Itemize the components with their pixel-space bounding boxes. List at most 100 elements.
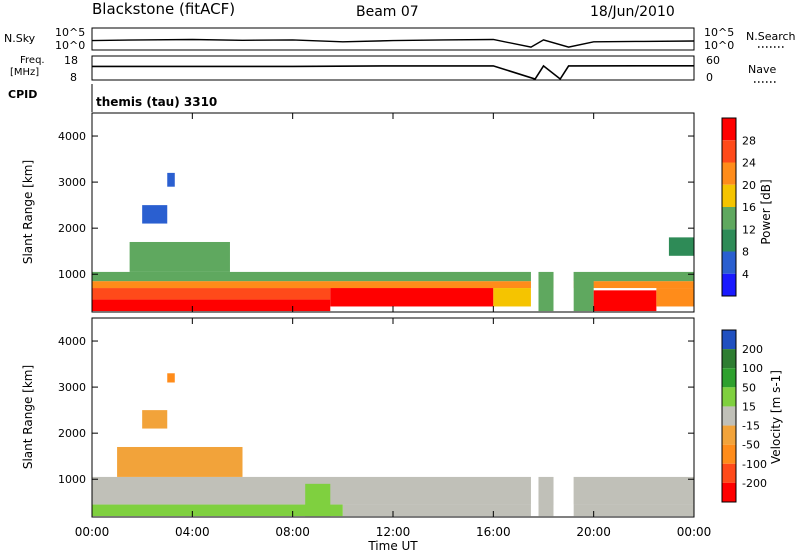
data-gap bbox=[553, 113, 574, 312]
heatmap-band bbox=[656, 288, 694, 307]
cpid-label: CPID bbox=[8, 88, 37, 101]
nave-label: Nave bbox=[748, 63, 776, 76]
colorbar-segment bbox=[722, 349, 736, 369]
y-tick-label: 4000 bbox=[58, 130, 86, 143]
colorbar-frame bbox=[721, 117, 737, 297]
colorbar-segment bbox=[722, 251, 736, 274]
y-tick-label: 4000 bbox=[58, 335, 86, 348]
colorbar-segment bbox=[722, 229, 736, 252]
y-tick-label: 3000 bbox=[58, 176, 86, 189]
colorbar-segment bbox=[722, 463, 736, 483]
colorbar-tick-label: -15 bbox=[742, 420, 760, 433]
heatmap-band bbox=[305, 483, 331, 517]
xaxis-label: Time UT bbox=[367, 539, 418, 553]
colorbar-tick-label: -200 bbox=[742, 477, 767, 490]
freq-panel: Freq. [MHz] 18 8 60 0 Nave bbox=[10, 54, 776, 84]
y-tick-label: 1000 bbox=[58, 268, 86, 281]
nsky-line bbox=[91, 38, 695, 48]
x-tick-label: 20:00 bbox=[576, 525, 611, 539]
heatmap-band bbox=[92, 504, 343, 517]
x-tick-label: 00:00 bbox=[75, 525, 110, 539]
heatmap-band bbox=[538, 278, 554, 312]
power-cbar-label: Power [dB] bbox=[759, 179, 773, 244]
nsky-label: N.Sky bbox=[4, 32, 36, 45]
heatmap-band bbox=[330, 288, 494, 307]
velocity-ylabel: Slant Range [km] bbox=[21, 365, 35, 469]
colorbar-frame bbox=[721, 329, 737, 503]
colorbar-tick-label: 200 bbox=[742, 343, 763, 356]
cpid-row: CPID themis (tau) 3310 bbox=[8, 84, 217, 112]
velocity-cbar-label: Velocity [m s-1] bbox=[769, 370, 783, 464]
heatmap-band bbox=[92, 288, 331, 300]
y-tick-label: 1000 bbox=[58, 473, 86, 486]
colorbar-tick-label: -50 bbox=[742, 439, 760, 452]
power-y-axis: 4000 3000 2000 1000 bbox=[58, 130, 694, 281]
freq-label-top: Freq. bbox=[20, 55, 45, 66]
heatmap-band bbox=[92, 299, 331, 312]
power-ylabel: Slant Range [km] bbox=[21, 160, 35, 264]
heatmap-band bbox=[142, 205, 168, 224]
heatmap-band bbox=[92, 476, 694, 505]
heatmap-band bbox=[92, 281, 694, 289]
nsearch-label: N.Search bbox=[746, 30, 796, 43]
velocity-panel: 4000 3000 2000 1000 Slant Range [km] 200 100… bbox=[21, 317, 783, 518]
heatmap-band bbox=[342, 504, 531, 517]
colorbar-tick-label: 28 bbox=[742, 134, 756, 147]
heatmap-band bbox=[573, 504, 694, 517]
colorbar-tick-label: -100 bbox=[742, 458, 767, 471]
colorbar-segment bbox=[722, 207, 736, 230]
y-tick-label: 2000 bbox=[58, 427, 86, 440]
heatmap-band bbox=[167, 172, 175, 187]
heatmap-band bbox=[167, 373, 175, 383]
heatmap-band bbox=[142, 410, 168, 429]
power-heatmap bbox=[92, 113, 694, 312]
data-gap bbox=[553, 318, 574, 517]
velocity-y-axis: 4000 3000 2000 1000 bbox=[58, 335, 694, 486]
heatmap-band bbox=[668, 237, 694, 256]
colorbar-segment bbox=[722, 482, 736, 502]
freq-line bbox=[92, 64, 694, 81]
x-tick-label: 08:00 bbox=[275, 525, 310, 539]
velocity-colorbar: 200 100 50 15 -15 -50 -100 -200 bbox=[721, 329, 767, 503]
nave-tick-bottom: 0 bbox=[706, 71, 713, 84]
colorbar-segment bbox=[722, 406, 736, 426]
heatmap-band bbox=[92, 271, 694, 282]
colorbar-tick-label: 8 bbox=[742, 246, 749, 259]
heatmap-band bbox=[593, 290, 657, 312]
time-axis: 00:00 04:00 08:00 12:00 16:00 20:00 00:00 bbox=[75, 113, 712, 539]
colorbar-segment bbox=[722, 425, 736, 445]
x-tick-label: 16:00 bbox=[476, 525, 511, 539]
data-gap bbox=[530, 113, 539, 312]
colorbar-segment bbox=[722, 118, 736, 141]
cpid-text: themis (tau) 3310 bbox=[96, 95, 217, 109]
colorbar-segment bbox=[722, 162, 736, 185]
colorbar-tick-label: 12 bbox=[742, 223, 756, 236]
nsky-tick-top: 10^5 bbox=[55, 26, 85, 39]
x-tick-label: 00:00 bbox=[677, 525, 712, 539]
x-tick-label: 04:00 bbox=[175, 525, 210, 539]
colorbar-segment bbox=[722, 444, 736, 464]
nsearch-tick-top: 10^5 bbox=[704, 26, 734, 39]
colorbar-tick-label: 20 bbox=[742, 179, 756, 192]
colorbar-tick-label: 4 bbox=[742, 268, 749, 281]
nsearch-tick-bottom: 10^0 bbox=[704, 39, 734, 52]
heatmap-band bbox=[493, 288, 531, 307]
heatmap-band bbox=[538, 479, 554, 517]
date-title: 18/Jun/2010 bbox=[590, 4, 675, 20]
heatmap-band bbox=[117, 446, 243, 477]
nsky-panel: N.Sky 10^5 10^0 10^5 10^0 N.Search bbox=[4, 26, 796, 52]
colorbar-tick-label: 50 bbox=[742, 381, 756, 394]
colorbar-segment bbox=[722, 184, 736, 207]
nave-tick-top: 60 bbox=[706, 54, 720, 67]
colorbar-tick-label: 16 bbox=[742, 201, 756, 214]
nsky-tick-bottom: 10^0 bbox=[55, 39, 85, 52]
beam-title: Beam 07 bbox=[356, 4, 419, 20]
colorbar-segment bbox=[722, 368, 736, 388]
freq-tick-top: 18 bbox=[64, 54, 78, 67]
y-tick-label: 2000 bbox=[58, 222, 86, 235]
freq-label-unit: [MHz] bbox=[10, 67, 39, 78]
station-title: Blackstone (fitACF) bbox=[92, 0, 235, 18]
colorbar-tick-label: 24 bbox=[742, 157, 756, 170]
x-tick-label: 12:00 bbox=[376, 525, 411, 539]
